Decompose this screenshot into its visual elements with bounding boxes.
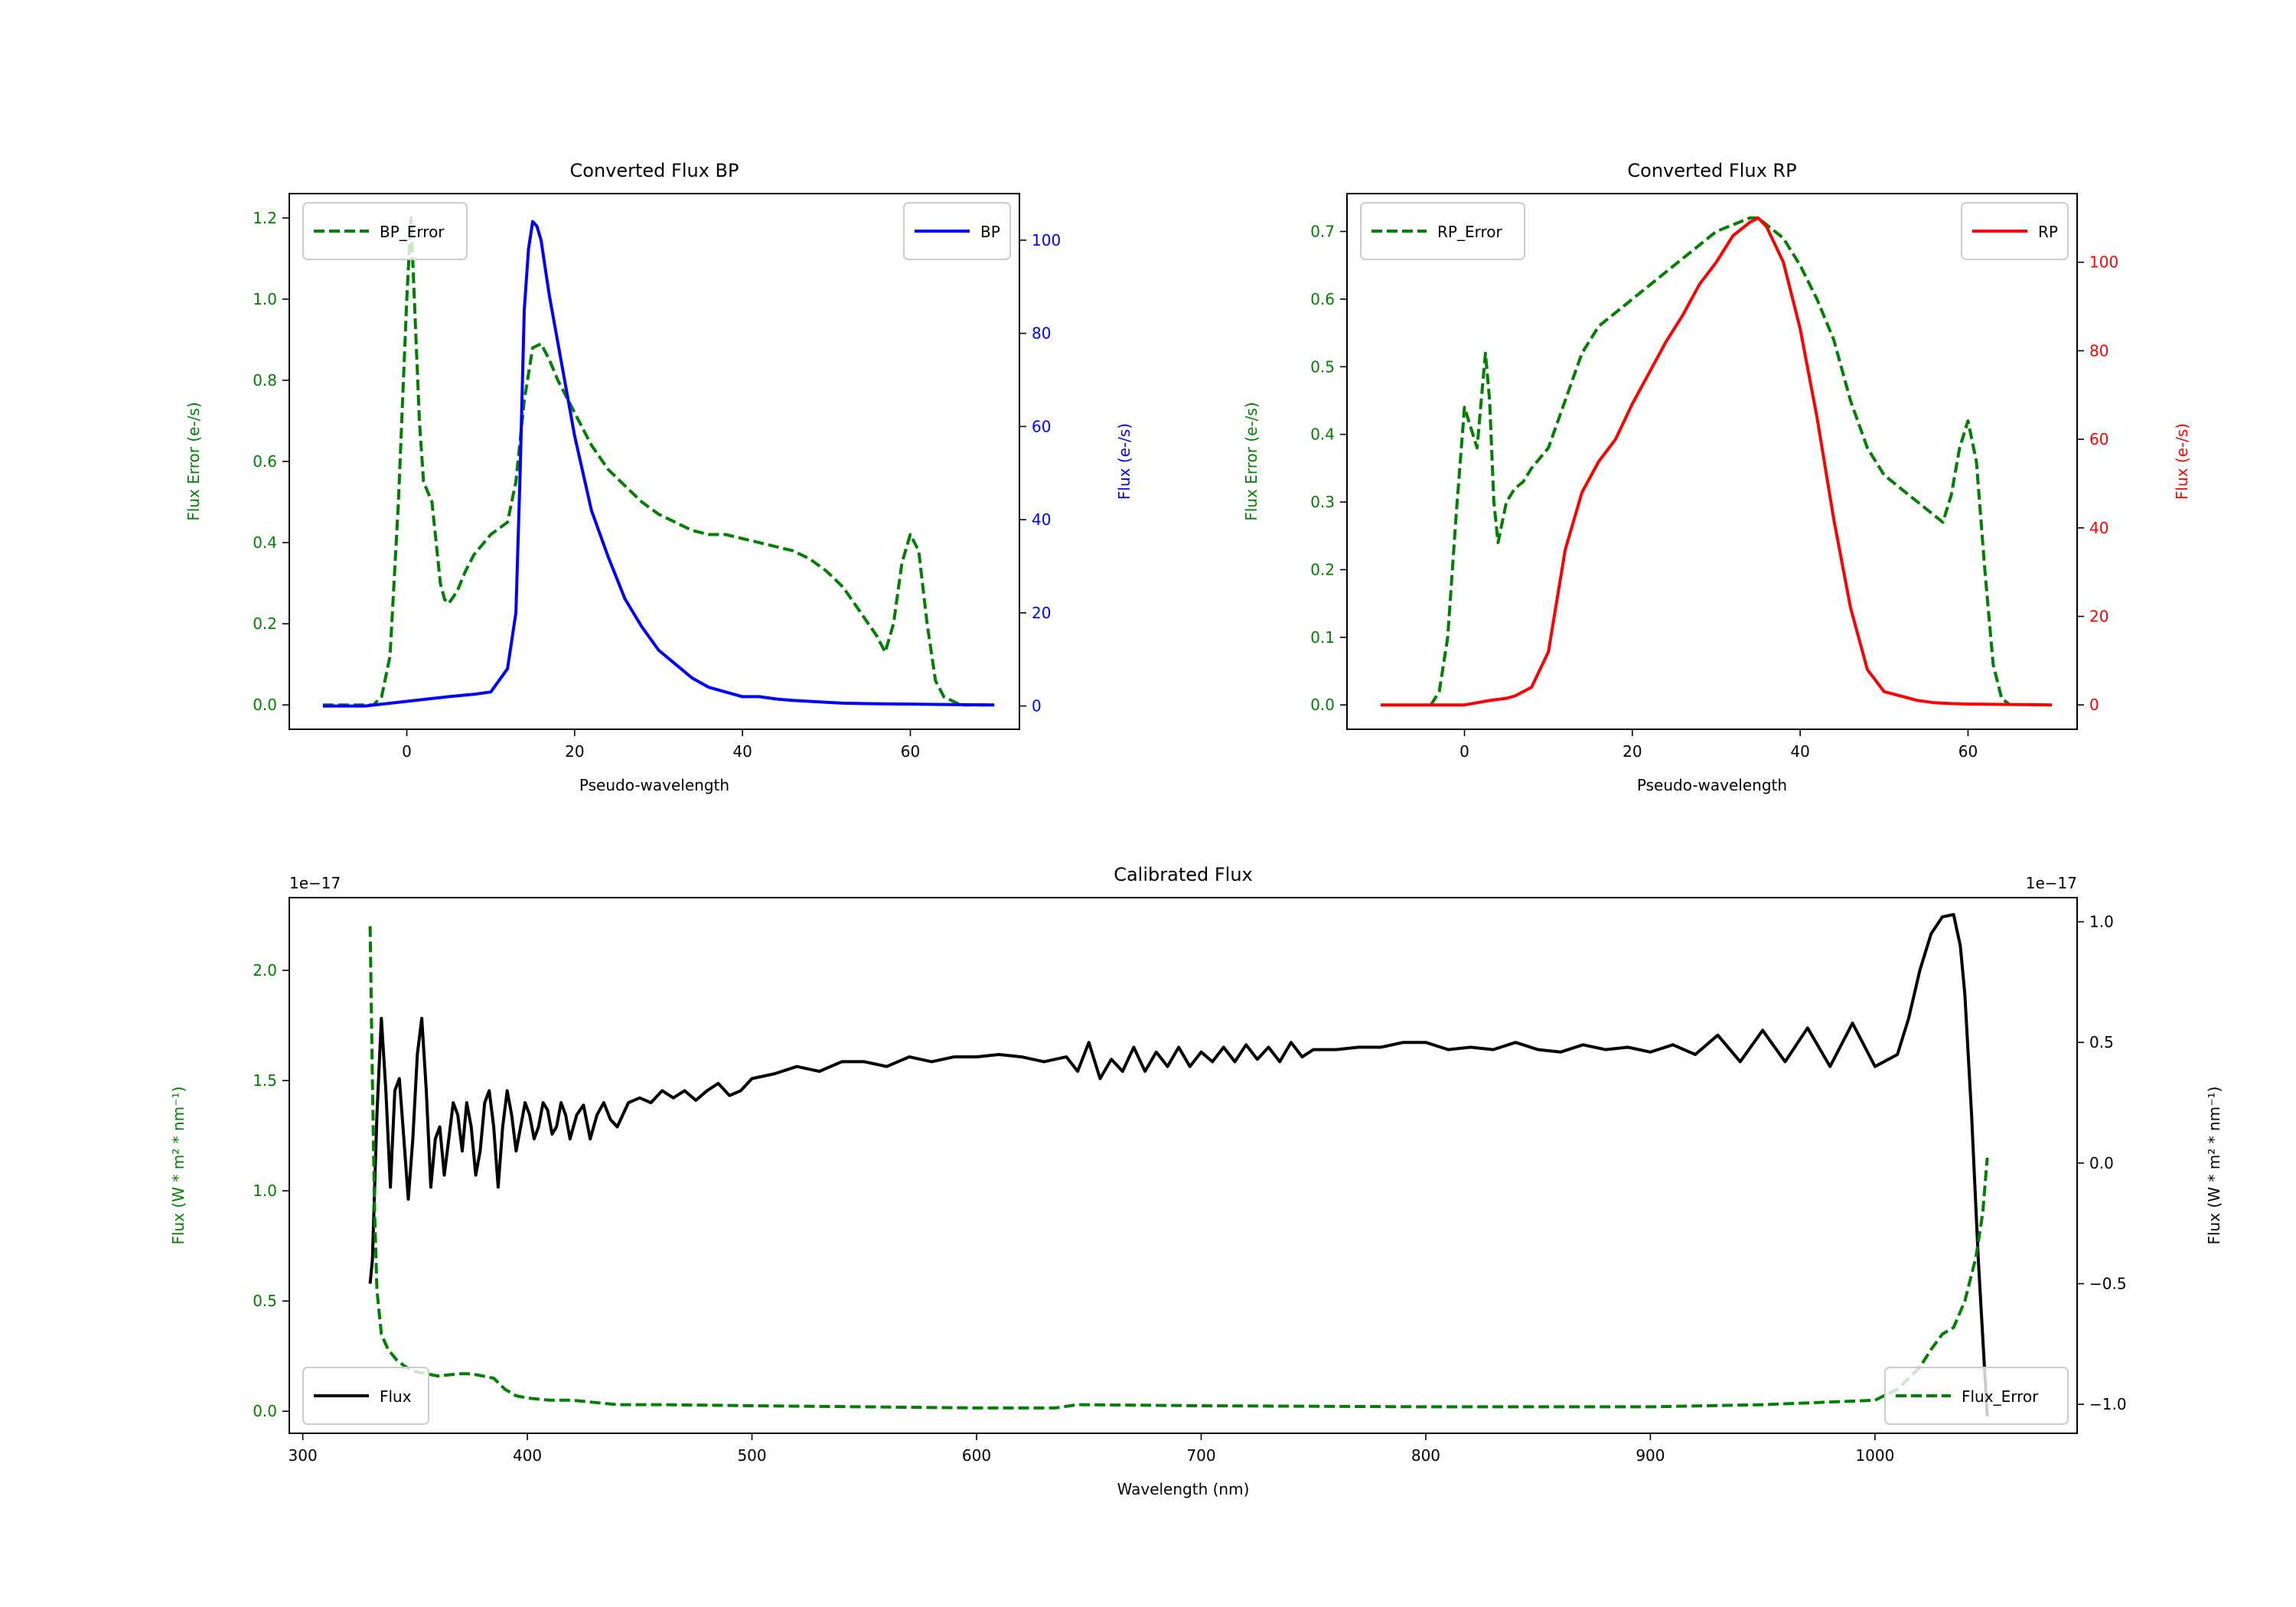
y-left-tick-label: 0.1	[1310, 628, 1335, 647]
x-tick-label: 0	[402, 742, 412, 761]
chart-title: Converted Flux BP	[570, 160, 739, 181]
y-right-axis-label: Flux (W * m² * nm⁻¹)	[2205, 1087, 2223, 1245]
y-left-tick-label: 0.6	[1310, 290, 1335, 308]
y-left-tick-label: 0.4	[253, 533, 277, 552]
y-left-axis-label: Flux (W * m² * nm⁻¹)	[169, 1087, 188, 1245]
y-right-tick-label: 60	[2089, 430, 2108, 448]
legend-label: RP_Error	[1437, 223, 1502, 241]
axes-frame	[289, 897, 2078, 1434]
y-left-tick-label: 0.0	[253, 696, 277, 714]
y-right-tick-label: −1.0	[2089, 1395, 2127, 1413]
series-line-rp	[1380, 216, 2053, 707]
y-left-tick-label: 2.0	[253, 961, 277, 980]
x-axis-label: Pseudo-wavelength	[579, 776, 729, 794]
chart-title: Calibrated Flux	[1114, 864, 1253, 885]
x-tick-label: 40	[732, 742, 752, 761]
series-line-rp-error	[1429, 216, 2011, 706]
legend-rp: RP	[1961, 202, 2069, 260]
y-right-axis-label: Flux (e-/s)	[2173, 423, 2191, 500]
y-right-tick-label: 20	[2089, 607, 2108, 625]
x-tick-label: 300	[289, 1446, 318, 1465]
y-right-tick-label: 40	[1032, 510, 1051, 529]
legend-bp-error: BP_Error	[302, 202, 468, 260]
x-tick-label: 600	[962, 1446, 991, 1465]
y-left-tick-label: 0.5	[1310, 357, 1335, 376]
x-tick-label: 900	[1636, 1446, 1665, 1465]
series-line-flux	[368, 913, 1989, 1417]
y-right-tick-label: 80	[1032, 324, 1051, 343]
axes-frame	[1346, 193, 2078, 730]
y-right-tick-label: 0	[1032, 697, 1042, 715]
legend-label: Flux_Error	[1962, 1387, 2039, 1406]
legend-flux: Flux	[302, 1367, 429, 1425]
legend-bp: BP	[903, 202, 1011, 260]
legend-box	[302, 202, 468, 260]
y-right-tick-label: 1.0	[2089, 913, 2114, 931]
x-tick-label: 60	[901, 742, 920, 761]
legend-label: BP	[980, 223, 1000, 241]
legend-box	[1884, 1367, 2069, 1425]
legend-label: Flux	[380, 1387, 412, 1406]
y-left-axis-label: Flux Error (e-/s)	[184, 402, 203, 520]
chart-bp: Converted Flux BP 0 20 40 60 Pseudo-wavelengt…	[184, 160, 1133, 794]
y-left-tick-label: 0.0	[1310, 696, 1335, 714]
legend-label: BP_Error	[380, 223, 445, 241]
y-left-tick-label: 1.0	[253, 1182, 277, 1200]
y-right-tick-label: 100	[1032, 231, 1061, 249]
legend-label: RP	[2038, 223, 2058, 241]
chart-rp: Converted Flux RP 0 20 40 60 Pseudo-wavelengt…	[1242, 160, 2191, 794]
chart-calibrated: Calibrated Flux 300 400 500 600 700 800 900 1000…	[169, 864, 2223, 1498]
y-right-offset-label: 1e−17	[2026, 874, 2077, 892]
y-right-tick-label: 20	[1032, 604, 1051, 622]
y-right-tick-label: 0	[2089, 696, 2099, 714]
y-left-tick-label: 0.5	[253, 1292, 277, 1310]
x-axis-label: Pseudo-wavelength	[1637, 776, 1787, 794]
y-right-tick-label: 0.5	[2089, 1033, 2114, 1051]
x-tick-label: 20	[565, 742, 584, 761]
y-left-tick-label: 0.4	[1310, 425, 1335, 444]
x-tick-label: 20	[1623, 742, 1642, 761]
y-right-tick-label: 60	[1032, 417, 1051, 435]
series-line-bp-error	[322, 216, 995, 707]
legend-flux-error: Flux_Error	[1884, 1367, 2069, 1425]
y-left-tick-label: 0.7	[1310, 222, 1335, 240]
y-left-tick-label: 0.6	[253, 452, 277, 471]
x-tick-label: 400	[513, 1446, 542, 1465]
y-left-tick-label: 1.0	[253, 290, 277, 308]
y-left-tick-label: 0.0	[253, 1402, 277, 1420]
x-tick-label: 800	[1411, 1446, 1440, 1465]
y-left-tick-label: 1.2	[253, 209, 277, 227]
y-right-tick-label: 0.0	[2089, 1154, 2114, 1172]
y-right-axis-label: Flux (e-/s)	[1115, 423, 1133, 500]
x-tick-label: 40	[1790, 742, 1809, 761]
series-line-bp	[322, 220, 995, 708]
chart-title: Converted Flux RP	[1627, 160, 1796, 181]
x-tick-label: 700	[1186, 1446, 1215, 1465]
y-left-tick-label: 0.2	[253, 614, 277, 633]
series-line-flux-error	[368, 926, 1989, 1410]
x-axis-label: Wavelength (nm)	[1117, 1480, 1250, 1498]
y-left-axis-label: Flux Error (e-/s)	[1242, 402, 1261, 520]
y-left-tick-label: 1.5	[253, 1071, 277, 1090]
legend-box	[1360, 202, 1525, 260]
y-left-tick-label: 0.8	[253, 371, 277, 390]
x-tick-label: 0	[1459, 742, 1469, 761]
y-left-tick-label: 0.3	[1310, 493, 1335, 511]
x-tick-label: 1000	[1855, 1446, 1894, 1465]
y-right-tick-label: 100	[2089, 253, 2118, 272]
x-tick-label: 60	[1958, 742, 1978, 761]
y-left-tick-label: 0.2	[1310, 560, 1335, 579]
y-right-tick-label: −0.5	[2089, 1275, 2127, 1293]
x-tick-label: 500	[737, 1446, 766, 1465]
legend-rp-error: RP_Error	[1360, 202, 1525, 260]
y-left-offset-label: 1e−17	[289, 874, 341, 892]
y-right-tick-label: 40	[2089, 519, 2108, 537]
y-right-tick-label: 80	[2089, 341, 2108, 360]
